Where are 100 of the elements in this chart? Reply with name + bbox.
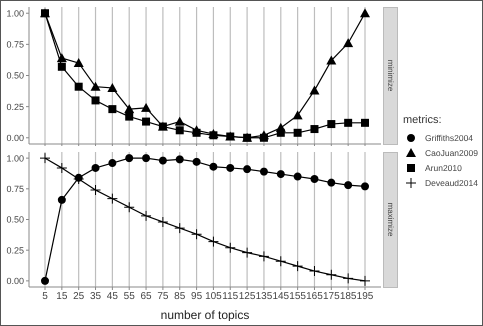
point bbox=[142, 154, 150, 162]
text: Griffiths2004 bbox=[425, 132, 474, 142]
point bbox=[191, 228, 202, 240]
point bbox=[40, 152, 50, 164]
point bbox=[125, 154, 134, 162]
point bbox=[308, 266, 320, 277]
point bbox=[158, 156, 167, 165]
point bbox=[176, 126, 184, 134]
point bbox=[58, 196, 66, 204]
y-tick-label: 0.00 bbox=[6, 132, 24, 143]
point bbox=[292, 110, 303, 120]
point bbox=[326, 269, 337, 280]
x-tick-label: 95 bbox=[191, 291, 203, 302]
point bbox=[258, 250, 270, 262]
point bbox=[258, 130, 269, 140]
x-tick-label: 45 bbox=[106, 291, 118, 302]
point bbox=[56, 162, 68, 174]
point bbox=[74, 82, 83, 91]
text: Deveaud2014 bbox=[425, 178, 478, 188]
legend-label: CaoJuan2009 bbox=[425, 148, 478, 158]
y-tick-label: 0.25 bbox=[6, 245, 24, 256]
point bbox=[58, 62, 66, 71]
y-tick-label: 0.75 bbox=[6, 40, 24, 50]
point bbox=[92, 164, 100, 172]
point bbox=[242, 247, 253, 258]
point bbox=[276, 170, 285, 178]
point bbox=[157, 216, 168, 228]
point bbox=[275, 256, 286, 267]
point bbox=[309, 85, 320, 94]
point bbox=[294, 128, 302, 137]
point bbox=[41, 276, 49, 285]
point bbox=[192, 125, 202, 134]
point bbox=[276, 122, 286, 132]
x-tick-label: 25 bbox=[73, 291, 85, 302]
text: maximize bbox=[386, 202, 395, 237]
point bbox=[140, 210, 152, 222]
point bbox=[176, 155, 184, 164]
point bbox=[108, 159, 116, 168]
point bbox=[294, 172, 302, 181]
x-tick-label: 15 bbox=[56, 291, 68, 302]
x-tick-label: 75 bbox=[157, 291, 169, 302]
y-tick-label: 0.50 bbox=[6, 70, 24, 81]
point bbox=[174, 222, 186, 234]
point bbox=[125, 112, 134, 121]
point bbox=[310, 125, 318, 134]
point bbox=[107, 82, 118, 92]
x-tick-label: 65 bbox=[140, 291, 152, 302]
point bbox=[226, 164, 234, 172]
point bbox=[327, 120, 336, 128]
point bbox=[124, 104, 134, 114]
x-tick-label: 185 bbox=[340, 291, 357, 302]
y-tick-label: 0.50 bbox=[6, 214, 24, 225]
point bbox=[326, 56, 336, 65]
point bbox=[342, 272, 354, 284]
x-tick-label: 55 bbox=[124, 291, 136, 302]
point bbox=[92, 96, 100, 104]
point bbox=[108, 105, 116, 114]
legend-title: metrics: bbox=[403, 114, 442, 126]
x-tick-label: 105 bbox=[205, 291, 222, 302]
point bbox=[192, 158, 201, 166]
point bbox=[90, 184, 102, 196]
point bbox=[310, 175, 318, 183]
x-tick-label: 145 bbox=[272, 291, 290, 302]
point bbox=[74, 58, 84, 68]
point bbox=[344, 118, 352, 127]
x-tick-label: 35 bbox=[90, 291, 102, 302]
point bbox=[260, 168, 268, 176]
x-tick-label: 165 bbox=[306, 291, 324, 302]
point bbox=[174, 116, 185, 126]
x-tick-label: 115 bbox=[222, 291, 239, 302]
point bbox=[142, 118, 150, 126]
point bbox=[56, 53, 67, 62]
legend-label: Arun2010 bbox=[425, 162, 462, 172]
point bbox=[90, 82, 101, 91]
point bbox=[208, 236, 219, 248]
y-tick-label: 0.25 bbox=[6, 102, 24, 112]
point bbox=[124, 202, 135, 213]
text: minimize bbox=[386, 60, 395, 92]
point bbox=[292, 260, 304, 272]
x-tick-label: 195 bbox=[356, 291, 374, 302]
point bbox=[360, 275, 370, 286]
y-tick-label: 1.00 bbox=[6, 8, 24, 18]
x-tick-label: 85 bbox=[174, 291, 186, 302]
x-tick-label: 135 bbox=[256, 291, 273, 302]
point bbox=[106, 193, 118, 204]
point bbox=[141, 102, 152, 112]
y-tick-label: 0.75 bbox=[6, 184, 24, 194]
point bbox=[360, 8, 370, 18]
point bbox=[344, 181, 352, 190]
x-tick-label: 175 bbox=[322, 291, 340, 302]
x-tick-label: 155 bbox=[289, 291, 306, 302]
x-tick-label: 125 bbox=[238, 291, 256, 302]
point bbox=[209, 162, 218, 171]
point bbox=[224, 242, 236, 254]
point bbox=[361, 182, 369, 190]
point bbox=[243, 165, 252, 174]
point bbox=[327, 178, 336, 187]
point bbox=[361, 118, 369, 127]
y-tick-label: 0.00 bbox=[6, 276, 24, 286]
x-tick-label: 5 bbox=[42, 291, 48, 302]
